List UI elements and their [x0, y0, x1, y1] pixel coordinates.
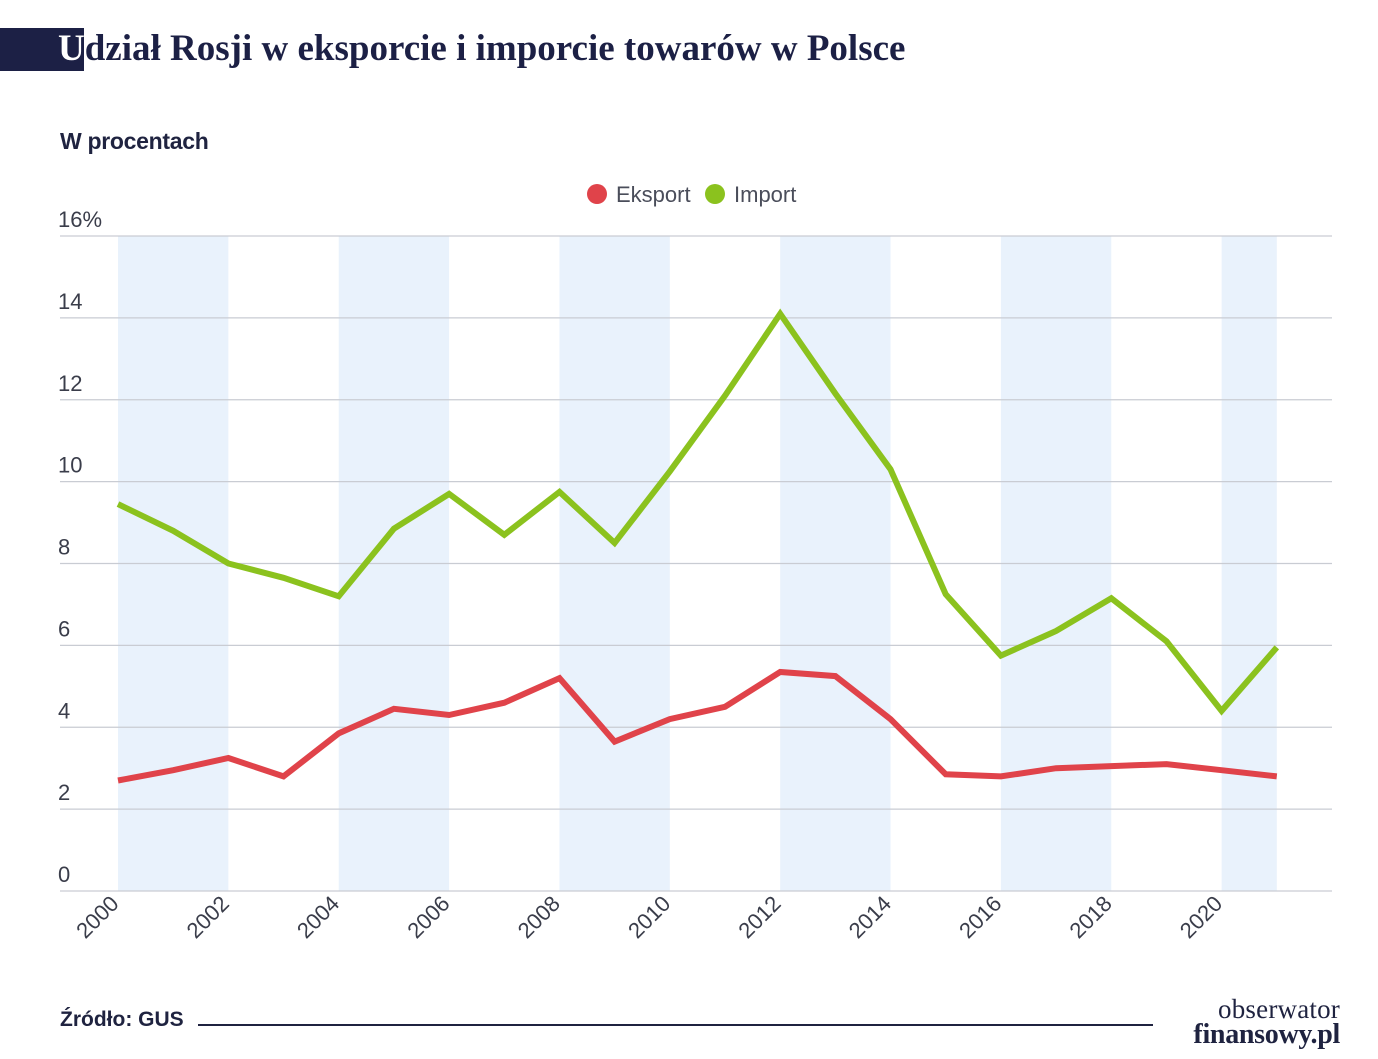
x-tick-label: 2016	[954, 891, 1006, 943]
series-line-import	[116, 308, 1280, 716]
publisher-logo: obserwator finansowy.pl	[1170, 994, 1340, 1050]
y-tick-label: 0	[58, 862, 70, 887]
y-tick-label: 14	[58, 289, 82, 314]
y-tick-label: 2	[58, 780, 70, 805]
y-axis-labels: 0 2 4 6 8 10 12 14 16%	[58, 207, 102, 887]
logo-line-1: obserwator	[1218, 994, 1340, 1024]
title-first-letter: U	[58, 28, 85, 69]
x-tick-label: 2000	[71, 891, 123, 943]
y-tick-label: 4	[58, 698, 70, 723]
footer-divider	[198, 1024, 1153, 1026]
series-lines	[116, 308, 1280, 784]
legend-label-eksport: Eksport	[616, 182, 691, 207]
y-tick-label: 16%	[58, 207, 102, 232]
y-tick-label: 10	[58, 453, 82, 478]
y-tick-label: 8	[58, 535, 70, 560]
x-tick-label: 2004	[292, 891, 344, 943]
x-tick-label: 2014	[844, 891, 896, 943]
title-text: dział Rosji w eksporcie i imporcie towar…	[84, 28, 906, 69]
x-tick-label: 2012	[733, 891, 785, 943]
legend-marker-import	[705, 184, 725, 204]
legend-marker-eksport	[587, 184, 607, 204]
x-tick-label: 2002	[182, 891, 234, 943]
source-note: Źródło: GUS	[60, 1008, 184, 1031]
page-title: Udział Rosji w eksporcie i imporcie towa…	[58, 24, 905, 74]
grid-lines	[60, 235, 1332, 892]
logo-line-2: finansowy.pl	[1193, 1019, 1340, 1050]
y-tick-label: 12	[58, 371, 82, 396]
y-tick-label: 6	[58, 616, 70, 641]
legend-label-import: Import	[734, 182, 796, 207]
x-tick-label: 2006	[402, 891, 454, 943]
title-accent-bar	[0, 28, 84, 71]
x-tick-label: 2010	[623, 891, 675, 943]
x-tick-label: 2008	[513, 891, 565, 943]
x-axis-labels: 2000 2002 2004 2006 2008 2010 2012 2014 2016 2018…	[71, 891, 1227, 943]
x-tick-label: 2018	[1065, 891, 1117, 943]
series-line-eksport	[117, 668, 1278, 784]
x-tick-label: 2020	[1175, 891, 1227, 943]
legend: Eksport Import	[587, 182, 796, 207]
chart-subtitle: W procentach	[60, 128, 209, 154]
